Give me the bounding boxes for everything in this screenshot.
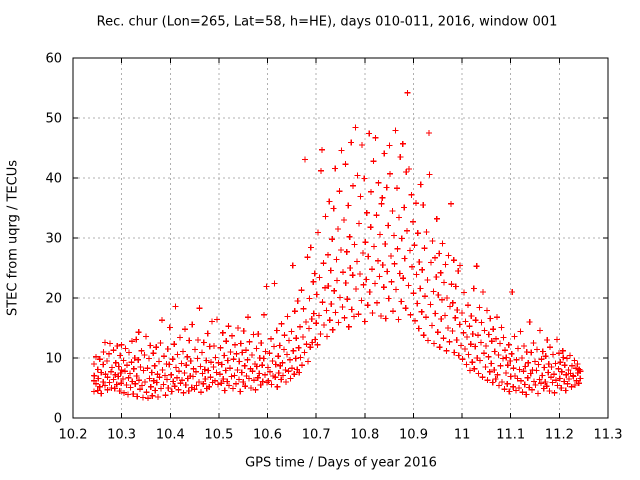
x-tick-label: 10.9 [399,428,428,443]
x-tick-label: 11.3 [594,428,623,443]
plot-border [72,57,609,419]
x-axis-label: GPS time / Days of year 2016 [245,455,437,471]
x-tick-label: 11.2 [545,428,574,443]
chart-title: Rec. chur (Lon=265, Lat=58, h=HE), days … [96,14,558,30]
x-tick-label: 10.2 [59,428,88,443]
y-tick-label: 10 [45,352,62,367]
y-tick-label: 40 [45,172,62,187]
y-tick-label: 30 [45,232,62,247]
grid-lines [73,58,608,418]
x-tick-label: 10.6 [253,428,282,443]
x-tick-label: 10.7 [302,428,331,443]
x-tick-label: 10.8 [350,428,379,443]
data-points [90,89,584,402]
y-tick-label: 50 [45,112,62,127]
x-tick-label: 10.4 [156,428,185,443]
x-tick-label: 11.1 [496,428,525,443]
y-tick-label: 60 [45,52,62,67]
y-tick-label: 0 [54,412,62,427]
y-tick-label: 20 [45,292,62,307]
x-tick-label: 10.3 [107,428,136,443]
x-tick-label: 10.5 [204,428,233,443]
x-tick-label: 11 [454,428,471,443]
